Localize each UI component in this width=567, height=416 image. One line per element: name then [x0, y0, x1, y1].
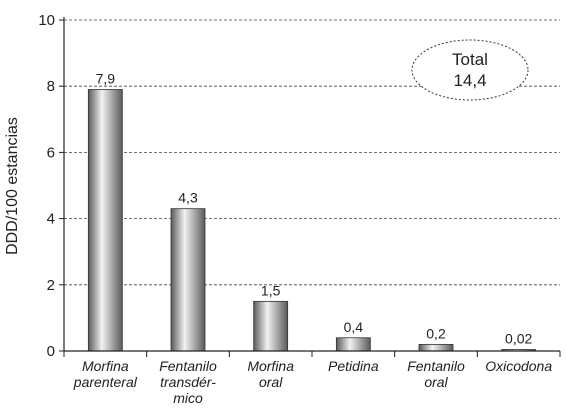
y-axis-title: DDD/100 estancias — [4, 117, 21, 255]
y-tick-label: 4 — [47, 211, 55, 228]
x-category-label: Morfina parenteral — [73, 358, 138, 390]
bar-value-label: 0,02 — [505, 331, 532, 347]
bar — [170, 208, 206, 352]
bar — [87, 89, 123, 352]
total-annotation: Total 14,4 — [411, 39, 529, 101]
bar — [253, 300, 289, 352]
total-label: Total — [452, 50, 488, 69]
bar — [335, 337, 371, 352]
total-ellipse — [411, 39, 529, 101]
axes — [59, 17, 561, 357]
bar — [418, 343, 454, 352]
bar-value-label: 0,2 — [426, 325, 446, 341]
bar-value-label: 7,9 — [96, 71, 116, 87]
y-tick-label: 10 — [38, 12, 55, 29]
x-category-label: Fentanilo transdér-mico — [159, 358, 217, 406]
bar-value-label: 1,5 — [261, 282, 281, 298]
bar-value-label: 4,3 — [178, 190, 198, 206]
y-tick-label: 6 — [47, 144, 55, 161]
bar-value-label: 0,4 — [344, 319, 364, 335]
x-category-label: Fentanilo oral — [407, 358, 465, 390]
y-tick-label: 2 — [47, 277, 55, 294]
bars — [87, 89, 537, 352]
total-value: 14,4 — [453, 71, 486, 90]
y-tick-label: 0 — [47, 343, 55, 360]
x-category-label: Oxicodona — [485, 358, 552, 374]
x-category-label: Morfina oral — [247, 358, 294, 390]
labels: 0 2 4 6 8 10 7,9 Morfina parenteral 4,3 Fentanilo t… — [38, 12, 552, 406]
grid-lines — [64, 19, 560, 286]
x-category-label: Petidina — [328, 358, 379, 374]
y-tick-label: 8 — [47, 78, 55, 95]
